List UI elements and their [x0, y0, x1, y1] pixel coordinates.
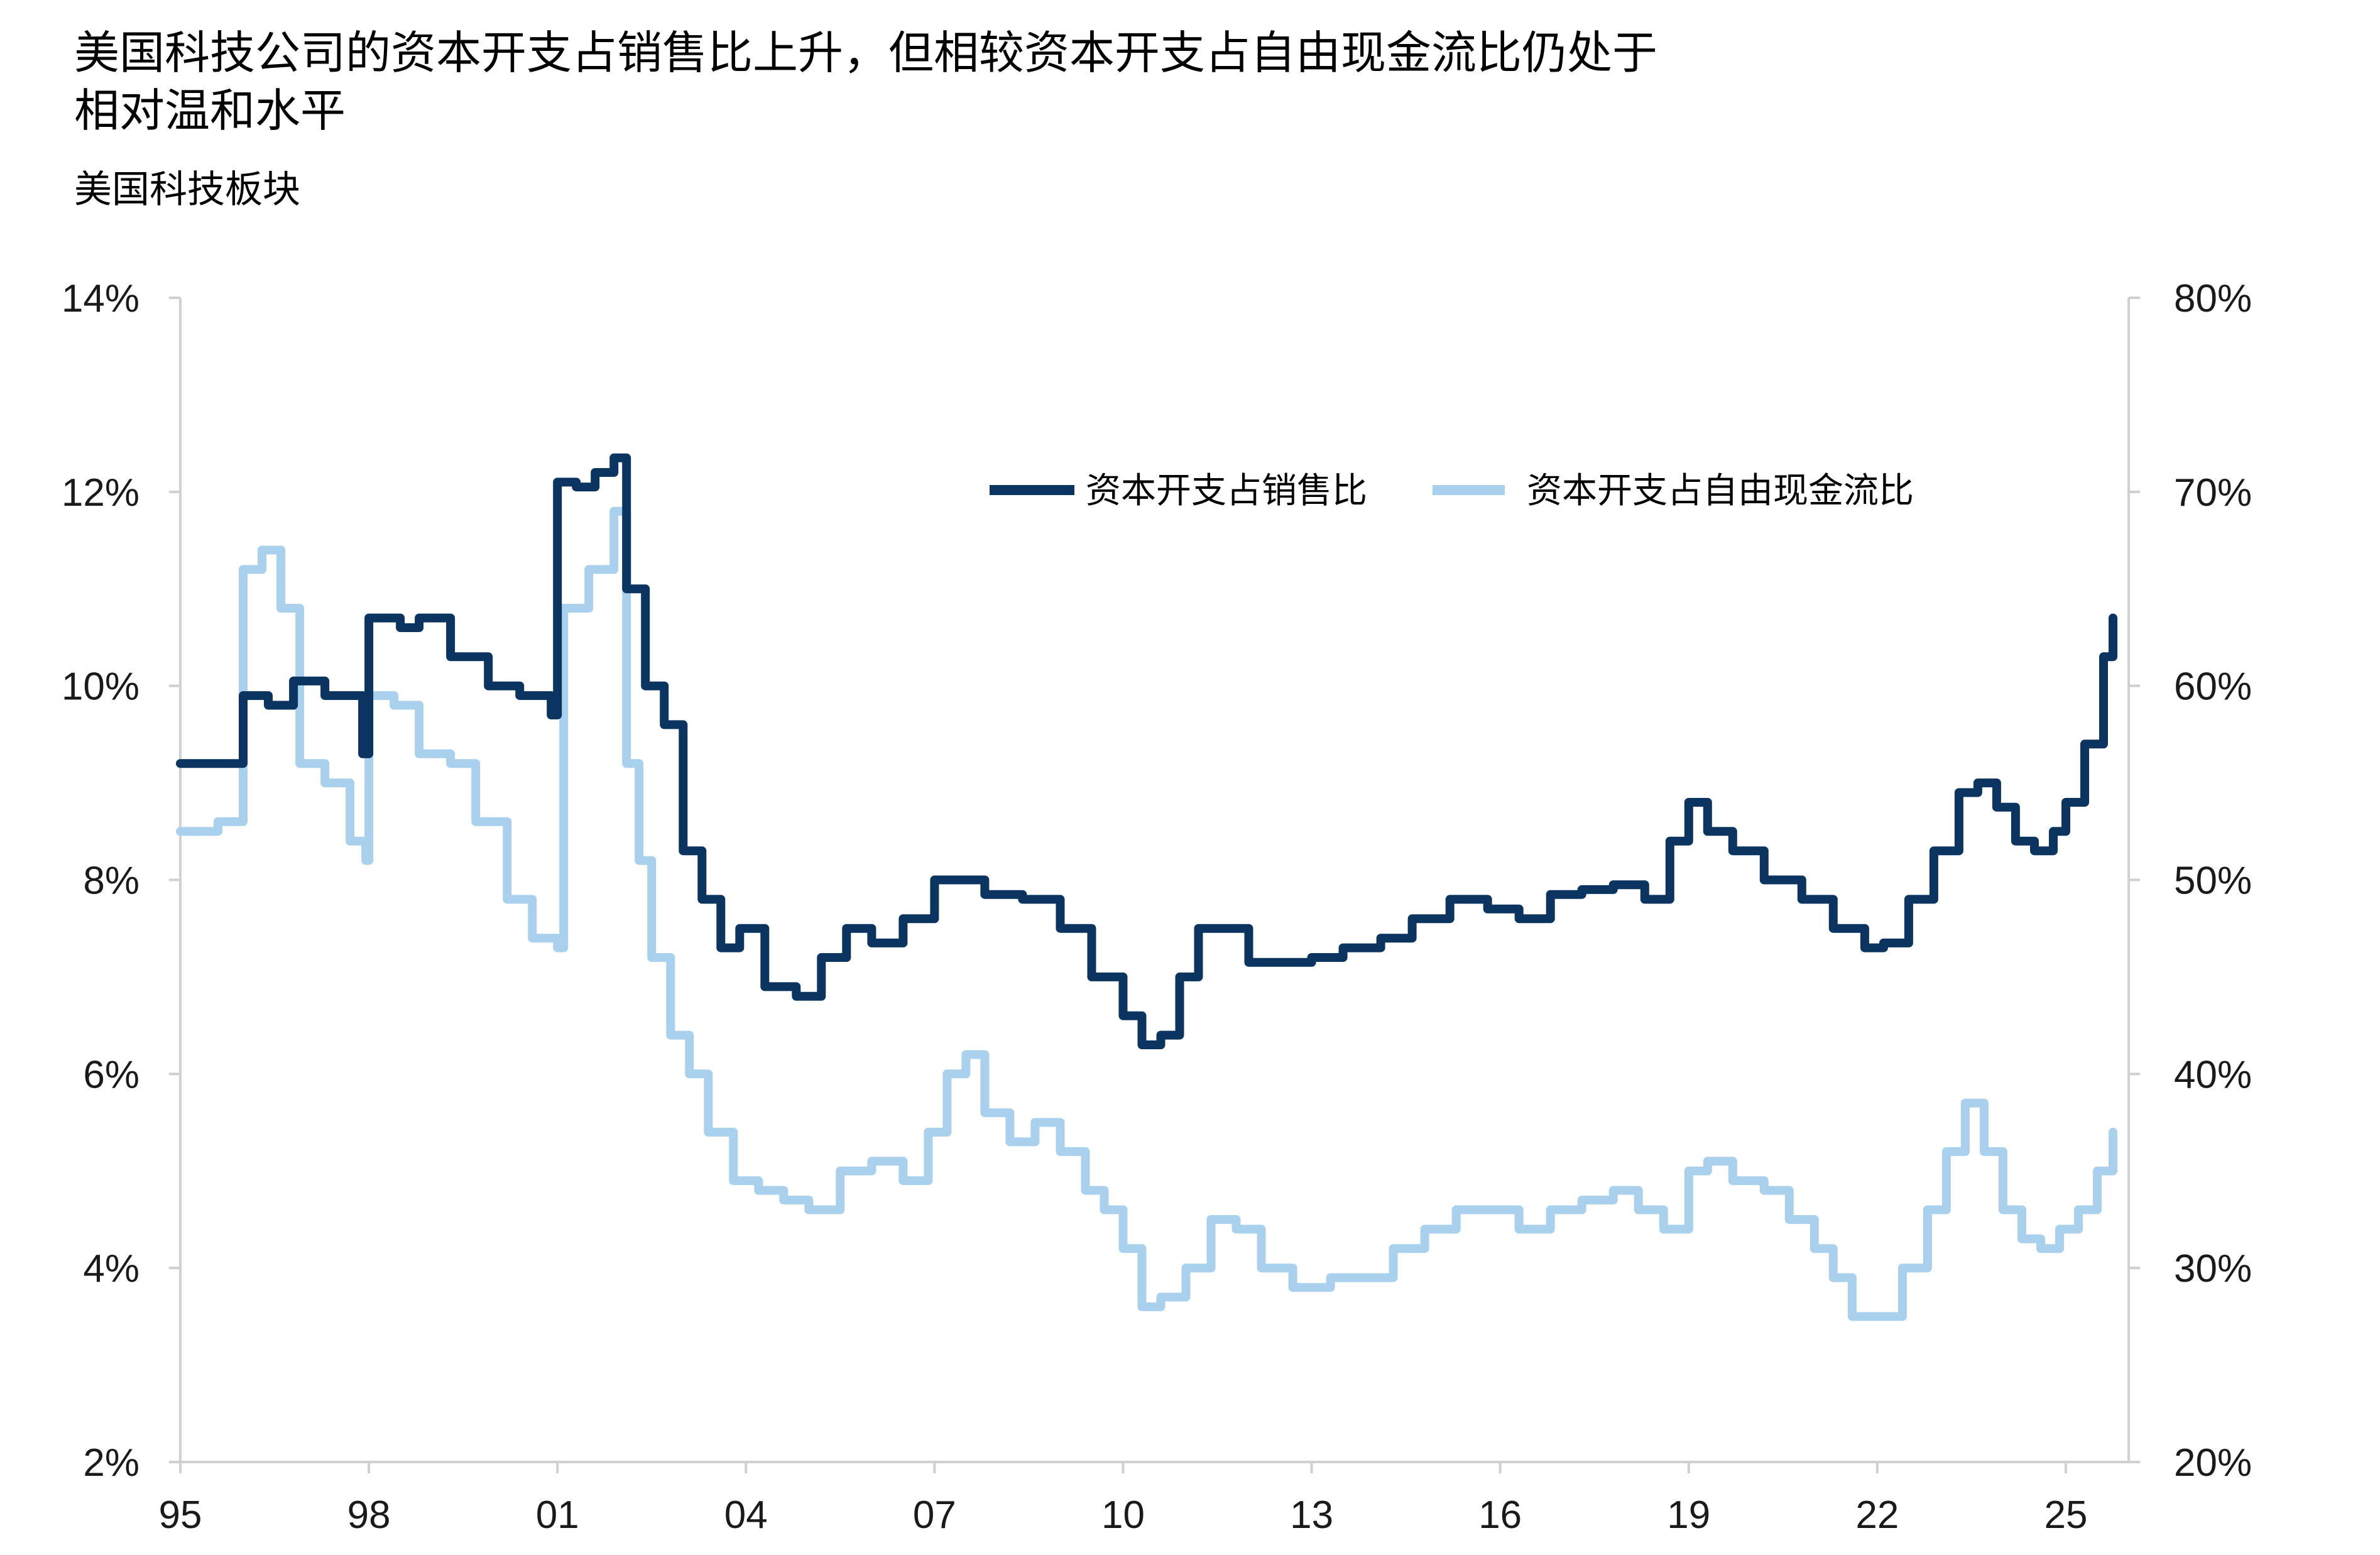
- x-tick-label: 16: [1478, 1493, 1522, 1537]
- right-y-tick-label: 30%: [2174, 1247, 2252, 1290]
- left-y-tick-label: 2%: [83, 1441, 139, 1485]
- x-tick-label: 22: [1855, 1493, 1899, 1537]
- chart-title: 美国科技公司的资本开支占销售比上升，但相较资本开支占自由现金流比仍处于 相对温和…: [74, 24, 1896, 139]
- right-y-tick-label: 70%: [2174, 471, 2252, 515]
- right-y-tick-label: 80%: [2174, 277, 2252, 320]
- chart-subtitle: 美国科技板块: [74, 168, 300, 212]
- chart-title-line-1: 美国科技公司的资本开支占销售比上升，但相较资本开支占自由现金流比仍处于: [74, 26, 1658, 79]
- left-y-tick-label: 12%: [62, 471, 139, 515]
- legend-label-1: 资本开支占销售比: [1086, 471, 1367, 511]
- chart-legend: 资本开支占销售比 资本开支占自由现金流比: [990, 471, 1914, 511]
- left-y-tick-label: 4%: [83, 1247, 139, 1290]
- series-layer: [176, 453, 2117, 1321]
- x-tick-label: 07: [913, 1493, 956, 1537]
- left-y-tick-label: 6%: [83, 1053, 139, 1096]
- left-y-tick-label: 10%: [62, 665, 139, 709]
- x-axis-ticks: 95 98 01 04 07 10 13 16 19 22 25: [159, 1462, 2087, 1537]
- x-tick-label: 13: [1290, 1493, 1333, 1537]
- right-y-tick-label: 20%: [2174, 1441, 2252, 1485]
- left-y-tick-label: 8%: [83, 859, 139, 903]
- right-y-tick-label: 50%: [2174, 859, 2252, 903]
- right-y-tick-label: 60%: [2174, 665, 2252, 709]
- x-tick-label: 19: [1667, 1493, 1710, 1537]
- x-tick-label: 10: [1101, 1493, 1145, 1537]
- legend-label-2: 资本开支占自由现金流比: [1527, 471, 1914, 511]
- right-y-tick-label: 40%: [2174, 1053, 2252, 1096]
- chart-title-line-2: 相对温和水平: [74, 84, 346, 137]
- left-y-tick-label: 14%: [62, 277, 139, 320]
- x-tick-label: 25: [2044, 1493, 2087, 1537]
- right-y-axis-ticks: 20% 30% 40% 50% 60% 70% 80%: [2129, 277, 2252, 1485]
- x-tick-label: 98: [347, 1493, 391, 1537]
- series-line-capex-to-sales: [176, 453, 2117, 1049]
- x-tick-label: 01: [536, 1493, 579, 1537]
- left-y-axis-ticks: 2% 4% 6% 8% 10% 12% 14%: [62, 277, 180, 1485]
- x-tick-label: 04: [724, 1493, 768, 1537]
- x-tick-label: 95: [159, 1493, 202, 1537]
- series-line-capex-to-fcf: [176, 506, 2117, 1321]
